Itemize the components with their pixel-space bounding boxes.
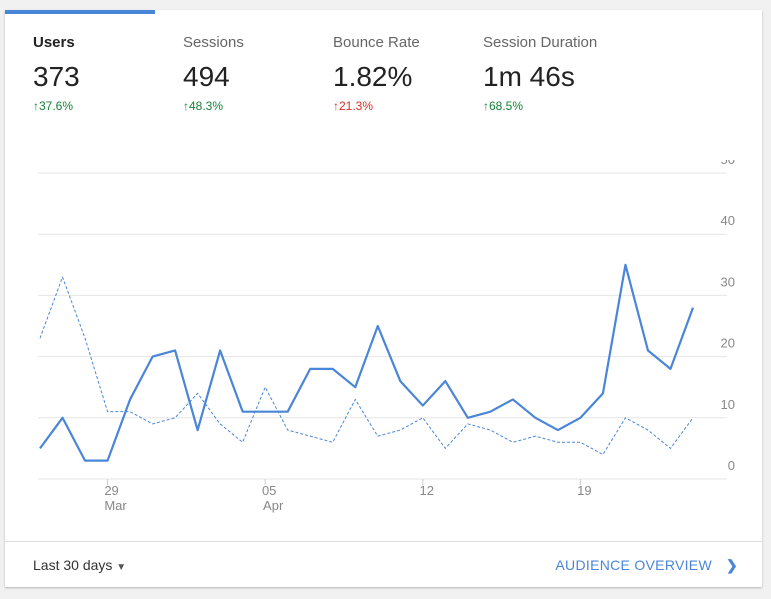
selected-tab-bar xyxy=(5,10,155,14)
metric-tile[interactable]: Session Duration 1m 46s ↑68.5% xyxy=(483,34,633,113)
trend-arrow: ↑ xyxy=(33,99,39,113)
y-tick-label: 50 xyxy=(721,160,735,167)
metric-value: 1m 46s xyxy=(483,61,575,92)
metric-change: ↑68.5% xyxy=(483,99,633,113)
date-range[interactable]: Last 30 days ▼ xyxy=(33,557,127,573)
metric-change: ↑48.3% xyxy=(183,99,333,113)
metric-change-value: 37.6% xyxy=(39,99,74,113)
metric-tile[interactable]: Sessions 494 ↑48.3% xyxy=(183,34,333,113)
card: Users 373 ↑37.6% Sessions 494 ↑48.3% Bounce Ra… xyxy=(5,10,762,587)
x-tick-sublabel: Apr xyxy=(263,498,284,513)
y-tick-label: 0 xyxy=(728,458,735,473)
metric-change: ↑21.3% xyxy=(333,99,483,113)
metric-change-value: 21.3% xyxy=(339,99,374,113)
series-line xyxy=(39,263,695,462)
footer: Last 30 days ▼ AUDIENCE OVERVIEW ❯ xyxy=(5,541,762,588)
date-range-label: Last 30 days xyxy=(33,557,113,573)
y-tick-label: 10 xyxy=(721,397,735,412)
y-tick-label: 20 xyxy=(721,336,735,351)
overview-link-label: AUDIENCE OVERVIEW xyxy=(555,557,712,573)
metric-value: 494 xyxy=(183,61,230,92)
trend-arrow: ↑ xyxy=(483,99,489,113)
metric-change: ↑37.6% xyxy=(33,99,183,113)
x-tick-label: 29 xyxy=(104,483,118,498)
comparison-line xyxy=(39,276,694,456)
x-tick-label: 05 xyxy=(262,483,276,498)
metric-tile[interactable]: Users 373 ↑37.6% xyxy=(33,34,183,113)
x-tick-label: 19 xyxy=(577,483,591,498)
metric-change-value: 48.3% xyxy=(189,99,224,113)
y-tick-label: 30 xyxy=(721,274,735,289)
overview-link[interactable]: AUDIENCE OVERVIEW ❯ xyxy=(555,557,738,573)
metric-label: Sessions xyxy=(183,34,244,51)
metric-label: Bounce Rate xyxy=(333,34,420,51)
y-tick-label: 40 xyxy=(721,213,735,228)
metric-change-value: 68.5% xyxy=(489,99,524,113)
metric-value: 373 xyxy=(33,61,80,92)
metric-value: 1.82% xyxy=(333,61,413,92)
metric-label: Session Duration xyxy=(483,34,598,51)
x-tick-label: 12 xyxy=(420,483,434,498)
metric-label: Users xyxy=(33,34,75,51)
trend-arrow: ↑ xyxy=(183,99,189,113)
x-tick-sublabel: Mar xyxy=(104,498,127,513)
metric-tile[interactable]: Bounce Rate 1.82% ↑21.3% xyxy=(333,34,483,113)
trend-arrow: ↑ xyxy=(333,99,339,113)
